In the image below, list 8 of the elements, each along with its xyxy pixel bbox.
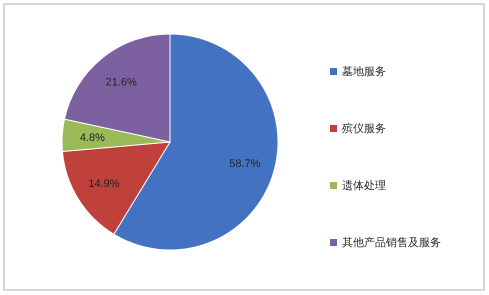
data-label: 58.7%: [229, 158, 261, 170]
legend-label: 遗体处理: [342, 179, 386, 192]
legend-label: 墓地服务: [342, 65, 386, 78]
data-label: 21.6%: [106, 76, 137, 88]
data-label: 14.9%: [88, 178, 120, 190]
legend-label: 其他产品销售及服务: [342, 236, 441, 249]
data-label: 4.8%: [80, 132, 106, 144]
legend-label: 殡仪服务: [342, 122, 386, 135]
